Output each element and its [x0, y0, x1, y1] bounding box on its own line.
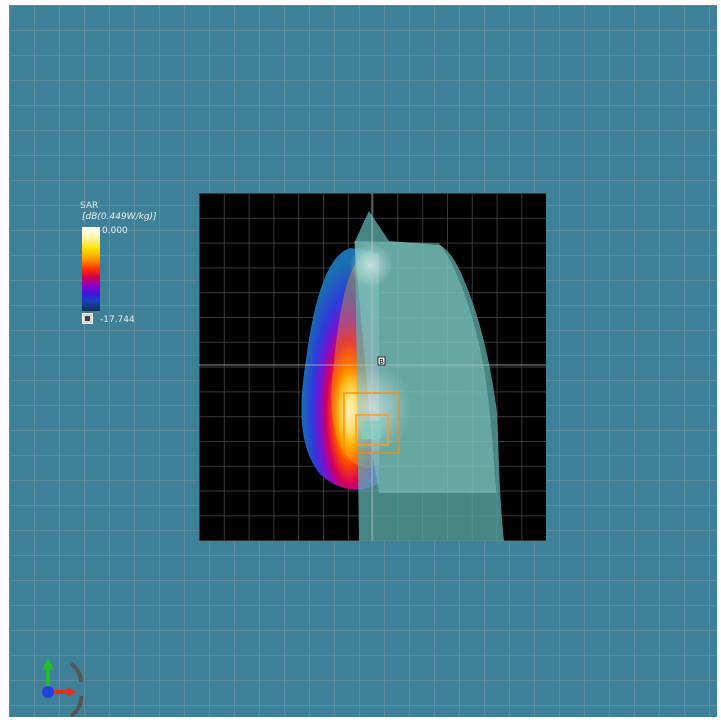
- legend-unit: [dB(0.449W/kg)]: [82, 212, 157, 222]
- sar-color-legend: SAR [dB(0.449W/kg)] 0.000 -17.744: [79, 201, 199, 336]
- sar-scan-area: B: [199, 193, 546, 541]
- peak-glow-main: [331, 363, 411, 453]
- y-axis-arrowhead: [42, 658, 54, 670]
- colormap-icon[interactable]: [82, 313, 93, 324]
- rotate-arc-top: [69, 662, 83, 683]
- peak-glow-top: [349, 243, 393, 287]
- legend-min-value: -17.744: [100, 315, 135, 325]
- legend-max-value: 0.000: [102, 226, 128, 236]
- phantom-shape: [355, 211, 504, 541]
- rotate-arc-bottom: [69, 695, 84, 717]
- zoom-scan-core: [361, 421, 381, 439]
- x-axis-arrowhead: [67, 687, 77, 697]
- legend-quantity: SAR: [80, 201, 99, 211]
- sar-distribution-plot: B: [199, 193, 546, 541]
- xyz-axis-triad-icon[interactable]: [31, 650, 91, 717]
- z-axis-dot: [42, 686, 54, 698]
- center-marker-box: [377, 356, 386, 366]
- legend-colorbar: [82, 227, 100, 311]
- 3d-viewport[interactable]: SAR [dB(0.449W/kg)] 0.000 -17.744: [9, 5, 717, 717]
- center-marker: B: [379, 358, 384, 366]
